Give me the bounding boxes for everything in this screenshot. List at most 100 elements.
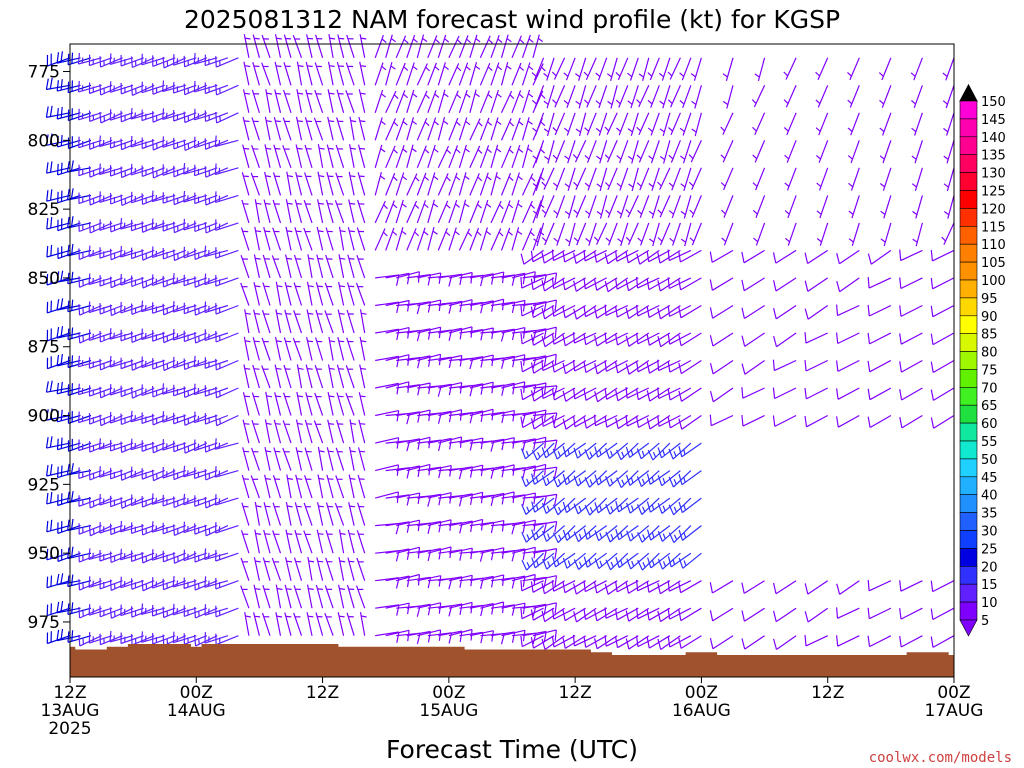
barb-full (804, 611, 809, 623)
barb-shaft (618, 112, 629, 136)
barb-shaft (553, 635, 576, 648)
wind-barb (836, 580, 860, 595)
wind-barb (67, 108, 92, 122)
wind-barb (625, 304, 650, 320)
barb-shaft (596, 304, 618, 319)
wind-barb (317, 502, 324, 526)
colorbar-swatch (959, 386, 978, 406)
barb-shaft (173, 167, 197, 178)
barb-full (521, 531, 527, 543)
barb-half (662, 533, 666, 540)
barb-half (508, 148, 514, 154)
barb-full (396, 410, 400, 422)
barb-shaft (480, 298, 504, 307)
barb-half (651, 560, 655, 566)
barb-full (141, 328, 143, 340)
barb-shaft (396, 492, 420, 499)
barb-full (511, 604, 516, 616)
barb-shaft (205, 442, 229, 453)
barb-shaft (534, 112, 545, 136)
barb-full (173, 193, 175, 205)
wind-barb (438, 630, 463, 643)
barb-half (533, 238, 539, 243)
barb-half (754, 73, 760, 78)
barb-full (678, 390, 683, 402)
barb-shaft (587, 140, 597, 163)
wind-barb (283, 392, 292, 416)
wind-barb (521, 525, 545, 543)
barb-shaft (480, 547, 504, 554)
barb-full (583, 636, 587, 648)
barb-half (422, 37, 428, 43)
barb-shaft (406, 228, 417, 251)
barb-full (151, 493, 154, 505)
barb-half (527, 148, 533, 153)
wind-barb (204, 524, 229, 537)
barb-shaft (511, 519, 536, 527)
barb-full (741, 638, 746, 650)
barb-shaft (532, 63, 544, 86)
barb-full (530, 581, 534, 593)
wind-barb (583, 359, 607, 374)
wind-barb (628, 167, 639, 192)
barb-shaft (338, 584, 345, 609)
wind-barb (141, 249, 165, 261)
wind-barb (583, 607, 607, 621)
wind-barb (337, 34, 345, 58)
barb-shaft (585, 635, 607, 648)
barb-shaft (901, 359, 923, 373)
wind-barb (78, 332, 102, 344)
barb-shaft (285, 199, 292, 224)
colorbar-label: 125 (981, 185, 1006, 200)
barb-shaft (511, 411, 536, 417)
colorbar-swatch (959, 458, 978, 478)
barb-half (528, 38, 534, 43)
barb-half (683, 476, 686, 483)
wind-barb (604, 359, 629, 372)
barb-half (596, 155, 602, 160)
barb-shaft (438, 354, 462, 362)
barb-shaft (576, 607, 597, 623)
barb-half (722, 100, 729, 106)
barb-shaft (448, 326, 473, 334)
barb-shaft (660, 332, 681, 348)
wind-barb (215, 605, 239, 618)
wind-barb (242, 419, 250, 444)
barb-half (135, 390, 137, 397)
barb-half (380, 175, 386, 180)
wind-barb (783, 85, 797, 108)
barb-full (193, 52, 196, 65)
barb-half (588, 559, 592, 566)
barb-half (497, 38, 503, 43)
barb-half (553, 237, 559, 243)
barb-half (532, 127, 538, 133)
barb-shaft (544, 580, 565, 595)
barb-shaft (617, 387, 639, 402)
barb-half (607, 100, 613, 106)
barb-shaft (851, 195, 860, 219)
barb-full (98, 466, 101, 478)
x-tick-label: 12Z (811, 683, 844, 703)
barb-shaft (262, 585, 271, 609)
wind-barb (667, 387, 692, 401)
barb-full (46, 218, 49, 230)
wind-barb (427, 144, 439, 168)
barb-shaft (490, 200, 502, 224)
wind-barb (359, 364, 367, 389)
barb-half (720, 154, 726, 160)
barb-shaft (669, 635, 692, 648)
barb-half (526, 534, 530, 540)
wind-barb (595, 57, 608, 81)
barb-shaft (427, 144, 436, 168)
wind-barb (847, 57, 860, 81)
wind-barb (346, 337, 355, 361)
wind-barb (385, 494, 411, 506)
wind-barb (130, 387, 155, 399)
wind-barb (215, 275, 239, 287)
barb-full (88, 245, 91, 257)
barb-shaft (385, 272, 410, 279)
wind-barb (306, 584, 314, 609)
barb-full (562, 418, 567, 430)
barb-full (491, 603, 495, 615)
barb-shaft (669, 359, 692, 373)
